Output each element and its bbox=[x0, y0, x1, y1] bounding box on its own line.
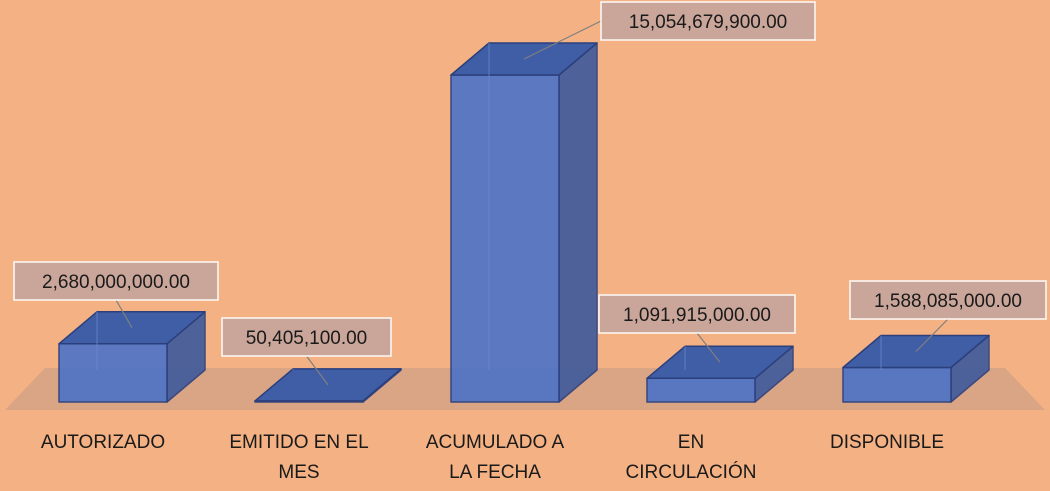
bar bbox=[450, 42, 598, 403]
value-label-box bbox=[13, 261, 219, 301]
value-label-box bbox=[221, 317, 392, 357]
value-label-box bbox=[598, 294, 796, 334]
leader-line bbox=[523, 20, 602, 60]
leader-line bbox=[915, 318, 949, 352]
x-tick-label: EMITIDO EN EL MES bbox=[229, 432, 368, 483]
value-label: 15,054,679,900.00 bbox=[629, 12, 788, 33]
value-label-box bbox=[600, 1, 816, 41]
value-label: 1,091,915,000.00 bbox=[623, 305, 771, 326]
value-label: 2,680,000,000.00 bbox=[42, 272, 190, 293]
bar-front bbox=[450, 74, 560, 403]
bar bbox=[58, 311, 206, 403]
leader-line bbox=[306, 355, 329, 386]
value-label: 50,405,100.00 bbox=[246, 328, 368, 349]
bar-front bbox=[842, 366, 952, 403]
x-tick-label: DISPONIBLE bbox=[830, 432, 944, 453]
bar bbox=[842, 334, 990, 403]
leader-line bbox=[696, 332, 721, 363]
value-label-box bbox=[849, 280, 1047, 320]
bar-front bbox=[58, 343, 168, 403]
bar-side bbox=[558, 42, 598, 403]
value-label: 1,588,085,000.00 bbox=[874, 291, 1022, 312]
x-tick-label: ACUMULADO A LA FECHA bbox=[426, 432, 565, 483]
x-tick-label: EN CIRCULACIÓN bbox=[626, 432, 757, 483]
x-tick-label: AUTORIZADO bbox=[41, 432, 165, 453]
leader-line bbox=[115, 299, 133, 329]
bar-front bbox=[646, 377, 756, 403]
